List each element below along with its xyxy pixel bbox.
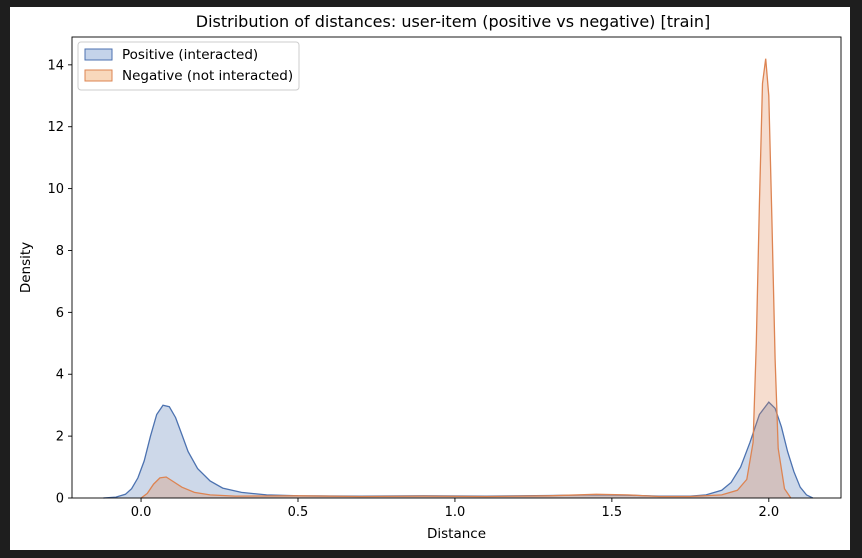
x-axis-label: Distance	[427, 526, 486, 542]
legend-label-negative: Negative (not interacted)	[122, 68, 293, 84]
figure: Distribution of distances: user-item (po…	[10, 7, 850, 550]
chart-title: Distribution of distances: user-item (po…	[196, 12, 710, 31]
y-tick-label: 0	[56, 492, 64, 507]
plot-frame	[71, 36, 842, 499]
x-tick-label: 1.0	[445, 505, 466, 520]
x-tick-label: 0.5	[288, 505, 309, 520]
x-tick-label: 0.0	[131, 505, 152, 520]
y-axis-label: Density	[18, 242, 34, 293]
y-tick-label: 12	[47, 120, 64, 135]
y-tick-label: 8	[56, 244, 64, 259]
x-tick-label: 2.0	[758, 505, 779, 520]
legend-swatch-positive	[84, 48, 113, 61]
y-tick-label: 4	[56, 368, 64, 383]
y-tick-label: 6	[56, 306, 64, 321]
y-tick-label: 2	[56, 430, 64, 445]
density-chart: Distribution of distances: user-item (po…	[18, 12, 842, 542]
y-axis-ticks: 0 2 4 6 8 10 12 14	[47, 58, 72, 507]
legend-swatch-negative	[84, 69, 113, 82]
y-tick-label: 10	[47, 182, 64, 197]
series-line-1	[140, 58, 792, 499]
legend-frame	[77, 41, 300, 91]
series-layer	[103, 58, 814, 499]
legend: Positive (interacted) Negative (not inte…	[77, 41, 300, 91]
y-tick-label: 14	[47, 58, 64, 73]
legend-label-positive: Positive (interacted)	[122, 47, 258, 63]
series-area-1	[141, 58, 791, 498]
x-tick-label: 1.5	[602, 505, 623, 520]
x-axis-ticks: 0.0 0.5 1.0 1.5 2.0	[131, 498, 779, 520]
series-area-0	[103, 402, 813, 498]
